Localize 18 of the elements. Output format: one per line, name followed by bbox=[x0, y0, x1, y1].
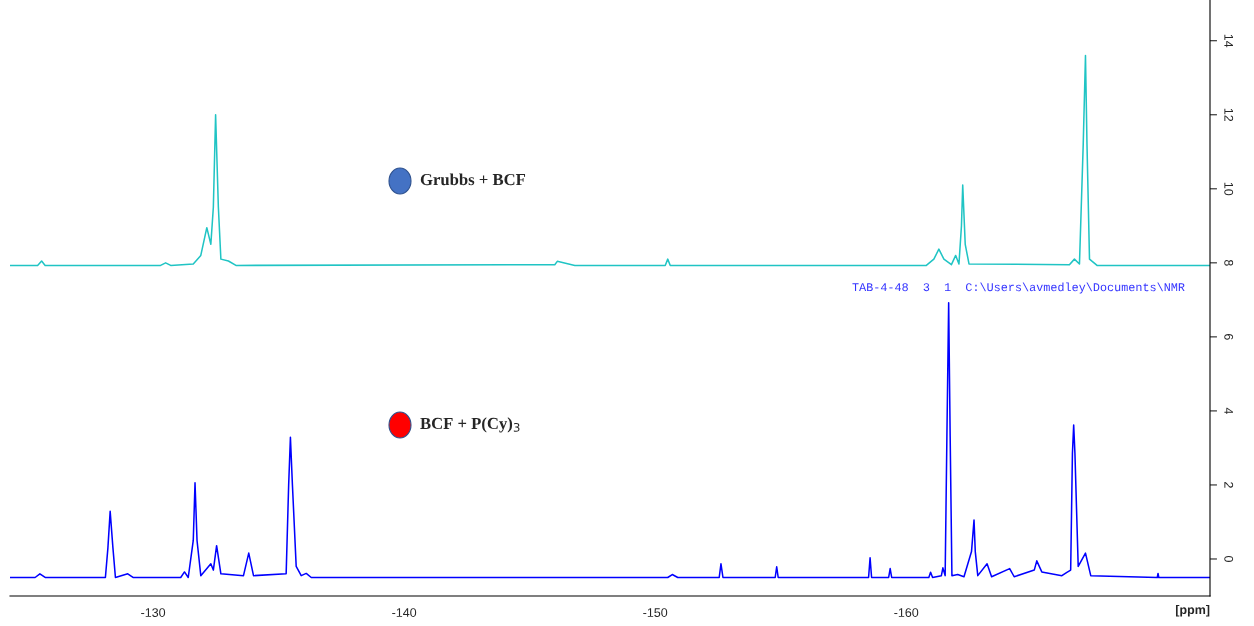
y-tick-label: 8 bbox=[1224, 259, 1234, 266]
x-tick-label: -140 bbox=[392, 608, 417, 617]
line-series bbox=[10, 54, 1210, 267]
y-tick-label: 12 bbox=[1224, 108, 1234, 122]
y-tick-label: 6 bbox=[1224, 334, 1234, 340]
y-tick-label: 4 bbox=[1224, 407, 1233, 415]
annotation: Grubbs + BCF bbox=[420, 173, 526, 186]
annotation: BCF + P(Cy)$_{3}$ bbox=[420, 417, 520, 433]
x-tick-label: -160 bbox=[894, 608, 919, 617]
y-tick-label: 2 bbox=[1224, 482, 1234, 488]
line-series bbox=[10, 302, 1210, 579]
annotation: TAB-4-48 3 1 C:\Users\avmedley\Documents\NMR bbox=[852, 282, 1185, 294]
y-tick-label: 10 bbox=[1224, 182, 1234, 196]
x-tick-label: -150 bbox=[643, 608, 668, 617]
y-tick-label: 14 bbox=[1224, 34, 1233, 48]
x-axis-title: [ppm] bbox=[1175, 604, 1210, 617]
y-tick-label: 0 bbox=[1224, 555, 1234, 562]
x-tick-label: -130 bbox=[141, 608, 166, 617]
